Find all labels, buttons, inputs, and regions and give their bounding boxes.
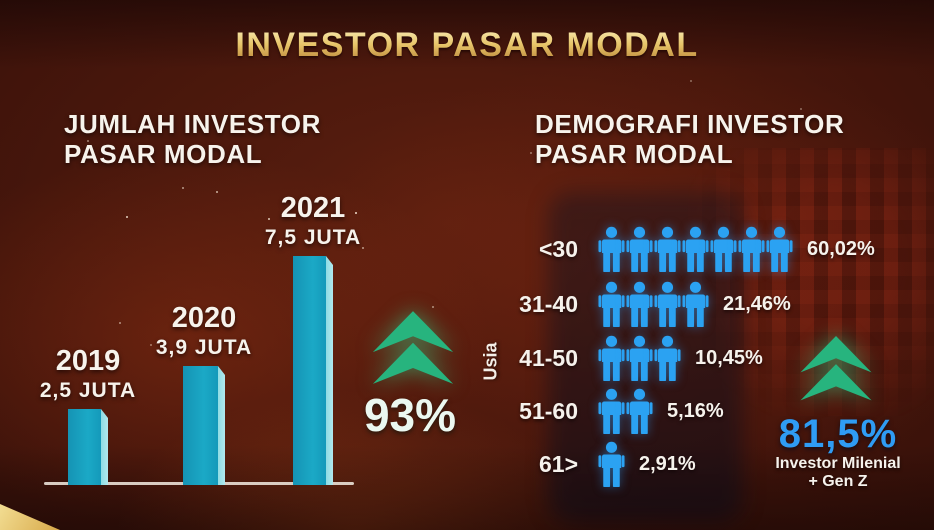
person-icon xyxy=(654,335,681,382)
left-section-heading: JUMLAH INVESTOR PASAR MODAL xyxy=(64,109,321,169)
icon-group xyxy=(598,386,653,436)
icon-group xyxy=(598,279,709,329)
percentage-label: 2,91% xyxy=(639,452,696,475)
age-label: <30 xyxy=(538,235,578,262)
bar-amount-label: 3,9 JUTA xyxy=(155,336,253,359)
bar-amount-label: 2,5 JUTA xyxy=(39,379,137,402)
person-icon xyxy=(710,226,737,273)
demo-row: <30 60,02% xyxy=(0,222,934,276)
bar-year-label: 2019 xyxy=(55,345,121,377)
icon-group xyxy=(598,333,681,383)
age-label: 31-40 xyxy=(519,290,578,317)
lower-third-corner-decoration xyxy=(0,504,60,530)
bar-year-label: 2020 xyxy=(171,302,237,334)
person-icon xyxy=(654,226,681,273)
bar-amount-label: 7,5 JUTA xyxy=(264,226,362,249)
millennial-growth-block: 81,5% Investor Milenial + Gen Z xyxy=(760,413,916,492)
bar-year-label: 2021 xyxy=(280,192,346,224)
growth-caption-line1: Investor Milenial xyxy=(775,455,901,472)
person-icon xyxy=(654,281,681,328)
left-heading-line1: JUMLAH INVESTOR xyxy=(64,109,321,139)
percentage-label: 60,02% xyxy=(807,237,875,260)
icon-group xyxy=(598,224,793,274)
right-heading-line2: PASAR MODAL xyxy=(535,138,734,169)
bar-2020 xyxy=(183,366,225,485)
percentage-label: 5,16% xyxy=(667,399,724,422)
demo-row: 31-40 21,46% xyxy=(0,277,934,331)
percentage-label: 21,46% xyxy=(723,292,791,315)
person-icon xyxy=(626,281,653,328)
demo-row: 41-50 10,45% xyxy=(0,331,934,385)
percentage-label: 10,45% xyxy=(695,346,763,369)
growth-percentage: 81,5% xyxy=(778,412,898,456)
person-icon xyxy=(598,441,625,488)
demo-row: 61> 2,91% xyxy=(0,437,934,491)
right-heading-line1: DEMOGRAFI INVESTOR xyxy=(535,109,845,139)
bar-label: 2020 3,9 JUTA xyxy=(156,302,252,360)
bar-2021 xyxy=(293,256,333,485)
person-icon xyxy=(626,388,653,435)
left-heading-line2: PASAR MODAL xyxy=(64,138,263,169)
person-icon xyxy=(598,281,625,328)
bar-2019 xyxy=(68,409,108,485)
bar-label: 2019 2,5 JUTA xyxy=(40,345,136,403)
bar-label: 2021 7,5 JUTA xyxy=(265,192,361,250)
growth-up-arrow-icon xyxy=(372,311,454,384)
growth-percentage: 93% xyxy=(363,389,457,441)
age-label: 41-50 xyxy=(519,344,578,371)
growth-caption-line2: + Gen Z xyxy=(808,473,868,491)
person-icon xyxy=(598,335,625,382)
person-icon xyxy=(738,226,765,273)
demo-row: 51-60 5,16% xyxy=(0,384,934,438)
particles-decoration xyxy=(0,0,2,2)
person-icon xyxy=(626,226,653,273)
person-icon xyxy=(682,281,709,328)
page-title: INVESTOR PASAR MODAL xyxy=(0,26,934,65)
person-icon xyxy=(766,226,793,273)
age-label: 61> xyxy=(538,450,578,477)
person-icon xyxy=(682,226,709,273)
icon-group xyxy=(598,439,625,489)
person-icon xyxy=(598,226,625,273)
person-icon xyxy=(626,335,653,382)
right-section-heading: DEMOGRAFI INVESTOR PASAR MODAL xyxy=(535,109,845,169)
person-icon xyxy=(598,388,625,435)
age-label: 51-60 xyxy=(519,397,578,424)
growth-up-arrow-icon xyxy=(800,336,872,401)
